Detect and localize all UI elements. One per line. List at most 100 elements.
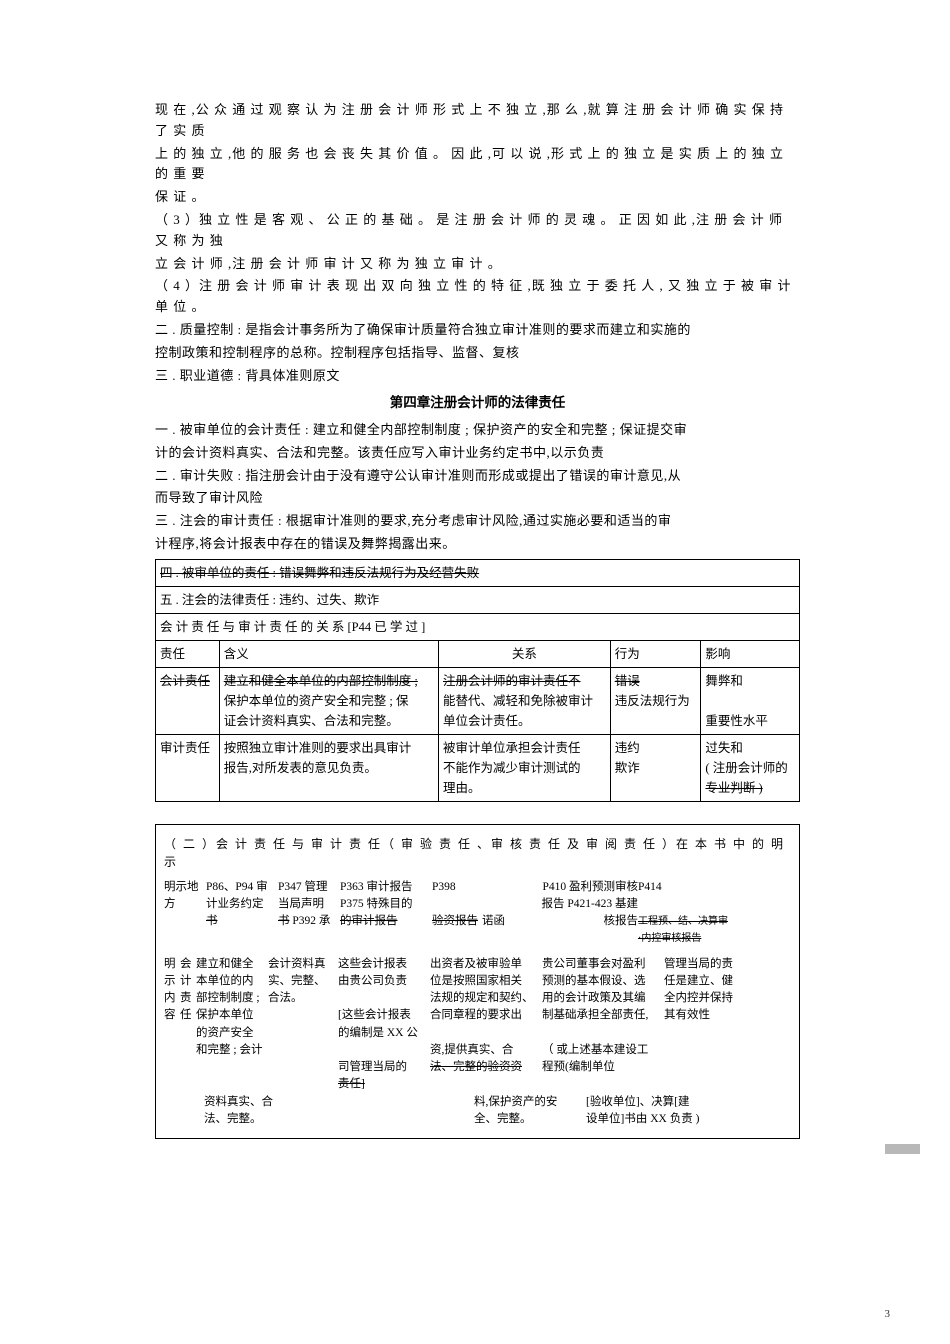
body-cell: 贵公司董事会对盈利 预测的基本假设、选 用的会计政策及其编 制基础承担全部责任,… [542,956,664,1094]
table-cell: 会计责任 [156,667,220,734]
cell-text: 责任] [338,1078,365,1090]
cell-text: 计业务约定 [206,898,264,910]
cell-text: 贵公司董事会对盈利 [542,958,646,970]
table-2-container: （ 二 ）会 计 责 任 与 审 计 责 任（ 审 验 责 任 、审 核 责 任… [155,824,800,1140]
table-header-row: 责任 含义 关系 行为 影响 [156,640,800,667]
side-char: 明 [164,956,180,973]
table-row: 五 . 注会的法律责任 : 违约、过失、欺诈 [156,586,800,613]
intro-line: 保 证 。 [155,187,800,208]
intro-line: （ 4 ）注 册 会 计 师 审 计 表 现 出 双 向 独 立 性 的 特 征… [155,276,800,318]
intro-line: （ 3 ）独 立 性 是 客 观 、 公 正 的 基 础 。 是 注 册 会 计… [155,210,800,252]
decorative-bar [885,1144,920,1154]
side-char: 计 [180,973,196,990]
cell-text: 和完整 ; 会计 [196,1044,262,1056]
table-cell: 被审计单位承担会计责任 不能作为减少审计测试的 理由。 [439,734,611,801]
table2-body: 明 示 内 容 会 计 责 任 建立和健全 本单位的内 部控制制度 ; 保护本单… [164,956,791,1094]
intro-line: 立 会 计 师 ,注 册 会 计 师 审 计 又 称 为 独 立 审 计 。 [155,254,800,275]
body-cell: 管理当局的责 任是建立、健 全内控并保持 其有效性 [664,956,744,1094]
table-row: 四 . 被审单位的责任 : 错误舞弊和违反法规行为及经营失败 [156,559,800,586]
cell-text: 任是建立、健 [664,975,733,987]
table-cell: 舞弊和 重要性水平 [701,667,800,734]
cell-text: ( 注册会计师的 [705,761,787,775]
table2-header-row: 明示地 方 P86、P94 审 计业务约定 书 P347 管理 当局声明 书 P… [164,879,791,948]
side-char: 容 [164,1007,180,1024]
table-cell: 按照独立审计准则的要求出具审计 报告,对所发表的意见负责。 [219,734,438,801]
page-number: 3 [885,1306,891,1324]
table-row: 审计责任 按照独立审计准则的要求出具审计 报告,对所发表的意见负责。 被审计单位… [156,734,800,801]
cell-text: 法、完整。 [204,1113,262,1125]
cell-text: 制基础承担全部责任, [542,1009,648,1021]
cell-text: 设单位]书由 XX 负责 ) [586,1113,699,1125]
section-line: 计程序,将会计报表中存在的错误及舞弊揭露出来。 [155,534,800,555]
cell-text: 诺函 [482,915,505,927]
cell-text: 被审计单位承担会计责任 [443,741,581,755]
cell-text: 报告,对所发表的意见负责。 [224,761,377,775]
cell-text: 合法。 [268,992,303,1004]
side-char: 责 [180,990,196,1007]
cell-text: 由贵公司负责 [338,975,407,987]
section-line: 计的会计资料真实、合法和完整。该责任应写入审计业务约定书中,以示负责 [155,443,800,464]
table-cell: 注册会计师的审计责任不 能替代、减轻和免除被审计 单位会计责任。 [439,667,611,734]
cell-text: 方 [164,898,176,910]
cell-text: 过失和 [705,741,743,755]
intro-line: 现 在 ,公 众 通 过 观 察 认 为 注 册 会 计 师 形 式 上 不 独… [155,100,800,142]
intro-line: 上 的 独 立 ,他 的 服 务 也 会 丧 失 其 价 值 。 因 此 ,可 … [155,144,800,186]
cell-text: P421-423 基建 [567,898,638,910]
cell-text: 证会计资料真实、合法和完整。 [224,714,399,728]
cell-text: 其有效性 [664,1009,710,1021]
cell-text: 工程预、结、决算审·内控审核报告 [638,916,728,944]
body-cell: 建立和健全 本单位的内 部控制制度 ; 保护本单位 的资产安全 和完整 ; 会计 [196,956,268,1094]
cell-text: 验资报告 [432,915,478,927]
tail-cell: 资料真实、合 法、完整。 [204,1094,294,1129]
cell-text: 注册会计师的审计责任不 [443,674,581,688]
table-1-container: 四 . 被审单位的责任 : 错误舞弊和违反法规行为及经营失败 五 . 注会的法律… [155,559,800,802]
cell-text: 部控制制度 ; [196,992,260,1004]
cell-text: 管理当局的责 [664,958,733,970]
cell-text: 明示地 [164,881,199,893]
tail-cell: 料,保护资产的安 全、完整。 [474,1094,586,1129]
cell-text: P347 管理 [278,881,328,893]
side-char: 会 [180,956,196,973]
cell-text: 预测的基本假设、选 [542,975,646,987]
cell-text: 建立和健全本单位的内部控制制度 ; [224,674,418,688]
cell-text: 违约 [615,741,640,755]
hdr-cell: 诺函 [482,879,520,948]
table-cell: 过失和 ( 注册会计师的 专业判断 ) [701,734,800,801]
struck-heading: 四 . 被审单位的责任 : 错误舞弊和违反法规行为及经营失败 [156,559,800,586]
hdr-cell: P347 管理 当局声明 书 P392 承 [278,879,340,948]
cell-text: 欺诈 [615,761,640,775]
section-line: 三 . 注会的审计责任 : 根据审计准则的要求,充分考虑审计风险,通过实施必要和… [155,511,800,532]
cell-text: P392 承 [292,915,330,927]
cell-text: P398 [432,881,456,893]
table-header: 行为 [610,640,701,667]
cell-text: P410 盈利预测审核 [542,881,638,893]
table-cell: 错误 违反法规行为 [610,667,701,734]
cell-text: 全内控并保持 [664,992,733,1004]
table-header: 责任 [156,640,220,667]
cell-text: 的资产安全 [196,1027,254,1039]
hdr-cell: 明示地 方 [164,879,206,948]
tail-cell: [验收单位]、决算[建 设单位]书由 XX 负责 ) [586,1094,726,1129]
cell-text: 的审计报告 [340,915,398,927]
cell-text: 的编制是 XX 公 [338,1027,418,1039]
cell-text: 资,提供真实、合 [430,1044,513,1056]
cell-text: 司管理当局的 [338,1061,407,1073]
cell-text: P414 [638,881,662,893]
cell-text: [验收单位]、决算[建 [586,1096,690,1108]
cell-text: 全、完整。 [474,1113,532,1125]
cell-text: 本单位的内 [196,975,254,987]
section-line: 二 . 审计失败 : 指注册会计由于没有遵守公认审计准则而形成或提出了错误的审计… [155,466,800,487]
cell-text: 料,保护资产的安 [474,1096,557,1108]
intro-line: 控制政策和控制程序的总称。控制程序包括指导、监督、复核 [155,343,800,364]
table-cell: 建立和健全本单位的内部控制制度 ; 保护本单位的资产安全和完整 ; 保 证会计资… [219,667,438,734]
side-char: 示 [164,973,180,990]
cell-text: 能替代、减轻和免除被审计 [443,694,593,708]
cell-text: 舞弊和 [705,674,743,688]
table-row: 会 计 责 任 与 审 计 责 任 的 关 系 [P44 已 学 过 ] [156,613,800,640]
table-header: 影响 [701,640,800,667]
chapter-title: 第四章注册会计师的法律责任 [155,392,800,414]
cell-text: 书 [206,915,218,927]
side-char: 任 [180,1007,196,1024]
table-row: 会计责任 建立和健全本单位的内部控制制度 ; 保护本单位的资产安全和完整 ; 保… [156,667,800,734]
cell-text: 资料真实、合 [204,1096,273,1108]
